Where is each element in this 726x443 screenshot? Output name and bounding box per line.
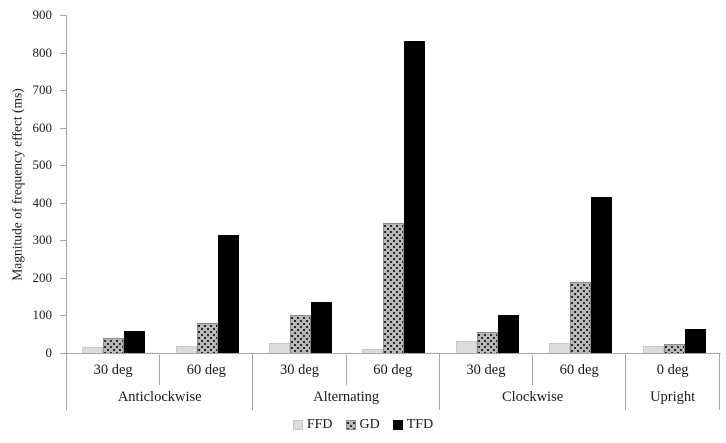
y-tick-label: 900 xyxy=(32,7,53,22)
bar-cluster xyxy=(269,302,333,353)
axis-subgroup-label: 0 deg xyxy=(656,361,689,378)
axis-subgroup-label: 60 deg xyxy=(159,355,252,385)
bar-group-slot xyxy=(254,15,347,353)
axis-group-label: Anticlockwise xyxy=(117,389,202,405)
axis-subgroup-label: 60 deg xyxy=(532,355,625,385)
bar-ffd xyxy=(269,342,291,353)
axis-group-label: Upright xyxy=(650,389,696,405)
bar-tfd xyxy=(684,329,706,353)
bar-tfd xyxy=(591,197,613,353)
bar-tfd xyxy=(311,302,333,353)
y-tick-mark xyxy=(60,202,66,204)
legend-item-gd: GD xyxy=(345,417,380,432)
y-axis-title: Magnitude of frequency effect (ms) xyxy=(9,88,25,281)
legend-item-ffd: FFD xyxy=(292,417,333,432)
axis-group-cell: 0 deg Upright xyxy=(625,353,719,410)
axis-group-cell: 30 deg 60 deg Anticlockwise xyxy=(66,353,252,410)
axis-subgroup-label: 30 deg xyxy=(280,361,320,378)
axis-subgroup-row: 0 deg xyxy=(626,355,719,385)
bar-group-slot xyxy=(347,15,440,353)
y-tick-label: 0 xyxy=(45,345,53,360)
plot-area xyxy=(66,15,721,354)
legend: FFD GD TFD xyxy=(0,416,726,434)
y-tick-mark xyxy=(60,15,66,16)
legend-swatch-gd xyxy=(345,420,356,430)
bar-cluster xyxy=(549,197,613,353)
axis-group-label: Clockwise xyxy=(501,389,564,405)
bar-ffd xyxy=(549,342,571,353)
axis-subgroup-row: 30 deg 60 deg xyxy=(253,355,438,385)
y-tick-mark xyxy=(60,353,66,354)
bars-layer xyxy=(67,15,721,353)
y-tick-label: 700 xyxy=(32,82,53,98)
y-tick-mark xyxy=(60,90,66,92)
bar-group-slot xyxy=(628,15,721,353)
bar-tfd xyxy=(497,315,519,353)
axis-group-cell: 30 deg 60 deg Alternating xyxy=(252,353,438,410)
y-tick-label: 500 xyxy=(32,157,53,173)
axis-group-label: Alternating xyxy=(313,389,380,405)
bar-ffd xyxy=(642,345,664,353)
bar-gd xyxy=(476,332,498,353)
y-tick-mark xyxy=(60,127,66,129)
y-tick-label: 800 xyxy=(32,44,53,60)
bar-cluster xyxy=(642,329,706,353)
y-tick-mark xyxy=(60,277,66,279)
bar-gd xyxy=(663,343,685,353)
bar-ffd xyxy=(175,345,197,353)
bar-gd xyxy=(196,323,218,353)
bar-tfd xyxy=(217,234,239,353)
y-tick-mark xyxy=(60,240,66,242)
axis-subgroup-label: 30 deg xyxy=(466,361,506,378)
bar-gd xyxy=(290,315,312,353)
bar-group-slot xyxy=(534,15,627,353)
legend-swatch-ffd xyxy=(292,420,303,430)
axis-subgroup-label: 60 deg xyxy=(345,355,439,385)
legend-label: TFD xyxy=(406,417,434,432)
y-tick-label: 100 xyxy=(32,307,53,323)
bar-tfd xyxy=(404,41,426,353)
bar-ffd xyxy=(82,347,104,353)
axis-subgroup-row: 30 deg 60 deg xyxy=(67,355,252,385)
bar-gd xyxy=(383,223,405,353)
y-tick-mark xyxy=(60,165,66,167)
y-tick-label: 200 xyxy=(32,269,53,285)
legend-item-tfd: TFD xyxy=(392,417,434,432)
y-tick-label: 600 xyxy=(32,119,53,135)
bar-cluster xyxy=(455,315,519,353)
y-tick-label: 300 xyxy=(32,232,53,248)
y-tick-mark xyxy=(60,315,66,317)
axis-subgroup-label: 30 deg xyxy=(93,361,133,378)
x-axis-table: 30 deg 60 deg Anticlockwise 30 deg 60 deg Alt… xyxy=(66,353,720,410)
bar-group-slot xyxy=(160,15,253,353)
bar-group-slot xyxy=(441,15,534,353)
bar-group-slot xyxy=(67,15,160,353)
axis-group-cell: 30 deg 60 deg Clockwise xyxy=(438,353,625,410)
bar-tfd xyxy=(124,330,146,353)
bar-ffd xyxy=(455,340,477,353)
bar-cluster xyxy=(362,41,426,353)
bar-cluster xyxy=(82,330,146,353)
legend-label: FFD xyxy=(306,417,333,432)
bar-gd xyxy=(570,281,592,353)
y-tick-mark xyxy=(60,52,66,54)
y-tick-label: 400 xyxy=(32,194,53,210)
legend-swatch-tfd xyxy=(392,420,403,430)
legend-label: GD xyxy=(359,417,380,432)
bar-cluster xyxy=(175,234,239,353)
axis-subgroup-row: 30 deg 60 deg xyxy=(440,355,625,385)
bar-gd xyxy=(103,338,125,353)
bar-ffd xyxy=(362,349,384,353)
